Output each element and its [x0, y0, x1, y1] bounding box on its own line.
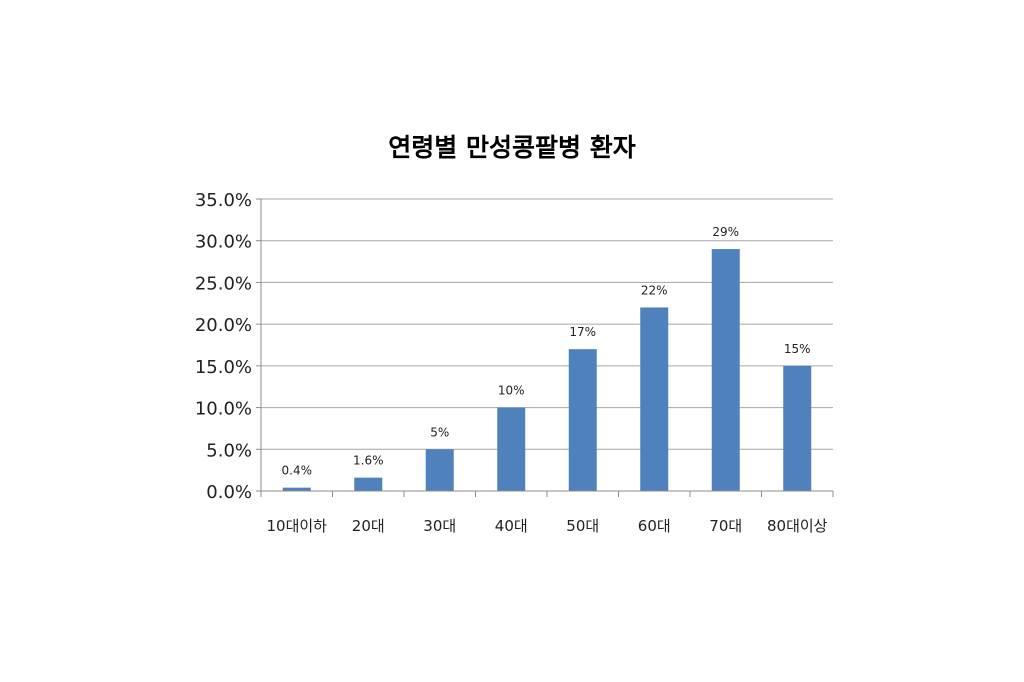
y-tick-label: 15.0% [195, 357, 252, 378]
x-axis-tick-labels: 10대이하 20대 30대 40대 50대 60대 70대 80대이상 [267, 517, 828, 535]
bar [568, 349, 597, 491]
axes [256, 198, 834, 497]
x-tick-label: 60대 [638, 517, 671, 535]
y-tick-label: 10.0% [195, 399, 252, 420]
data-label: 15% [784, 342, 811, 356]
data-label: 29% [712, 225, 739, 239]
y-tick-label: 35.0% [195, 190, 252, 211]
x-tick-label: 40대 [495, 517, 528, 535]
bar [354, 477, 383, 491]
bar [282, 487, 311, 491]
chart-title: 연령별 만성콩팥병 환자 [388, 133, 635, 162]
data-label: 17% [569, 325, 596, 339]
x-tick-label: 30대 [423, 517, 456, 535]
x-tick-label: 10대이하 [267, 517, 328, 535]
x-tick-label: 20대 [352, 517, 385, 535]
data-label: 22% [641, 283, 668, 297]
y-axis-tick-labels: 0.0% 5.0% 10.0% 15.0% 20.0% 25.0% 30.0% 35.0% [195, 190, 252, 503]
data-label: 10% [498, 384, 525, 398]
y-tick-label: 30.0% [195, 232, 252, 253]
x-tick-label: 50대 [566, 517, 599, 535]
bar [711, 249, 740, 491]
y-tick-label: 25.0% [195, 273, 252, 294]
bar [497, 407, 526, 491]
bar [425, 449, 454, 491]
bar [783, 365, 812, 491]
data-label: 1.6% [353, 454, 384, 468]
y-tick-label: 5.0% [206, 440, 252, 461]
x-tick-label: 70대 [709, 517, 742, 535]
bars [282, 249, 812, 491]
data-labels: 0.4% 1.6% 5% 10% 17% 22% 29% 15% [282, 225, 811, 478]
y-tick-label: 0.0% [206, 482, 252, 503]
gridlines [261, 198, 833, 450]
x-tick-label: 80대이상 [767, 517, 828, 535]
data-label: 0.4% [282, 464, 313, 478]
bar [640, 307, 669, 491]
y-tick-label: 20.0% [195, 315, 252, 336]
data-label: 5% [430, 425, 449, 439]
